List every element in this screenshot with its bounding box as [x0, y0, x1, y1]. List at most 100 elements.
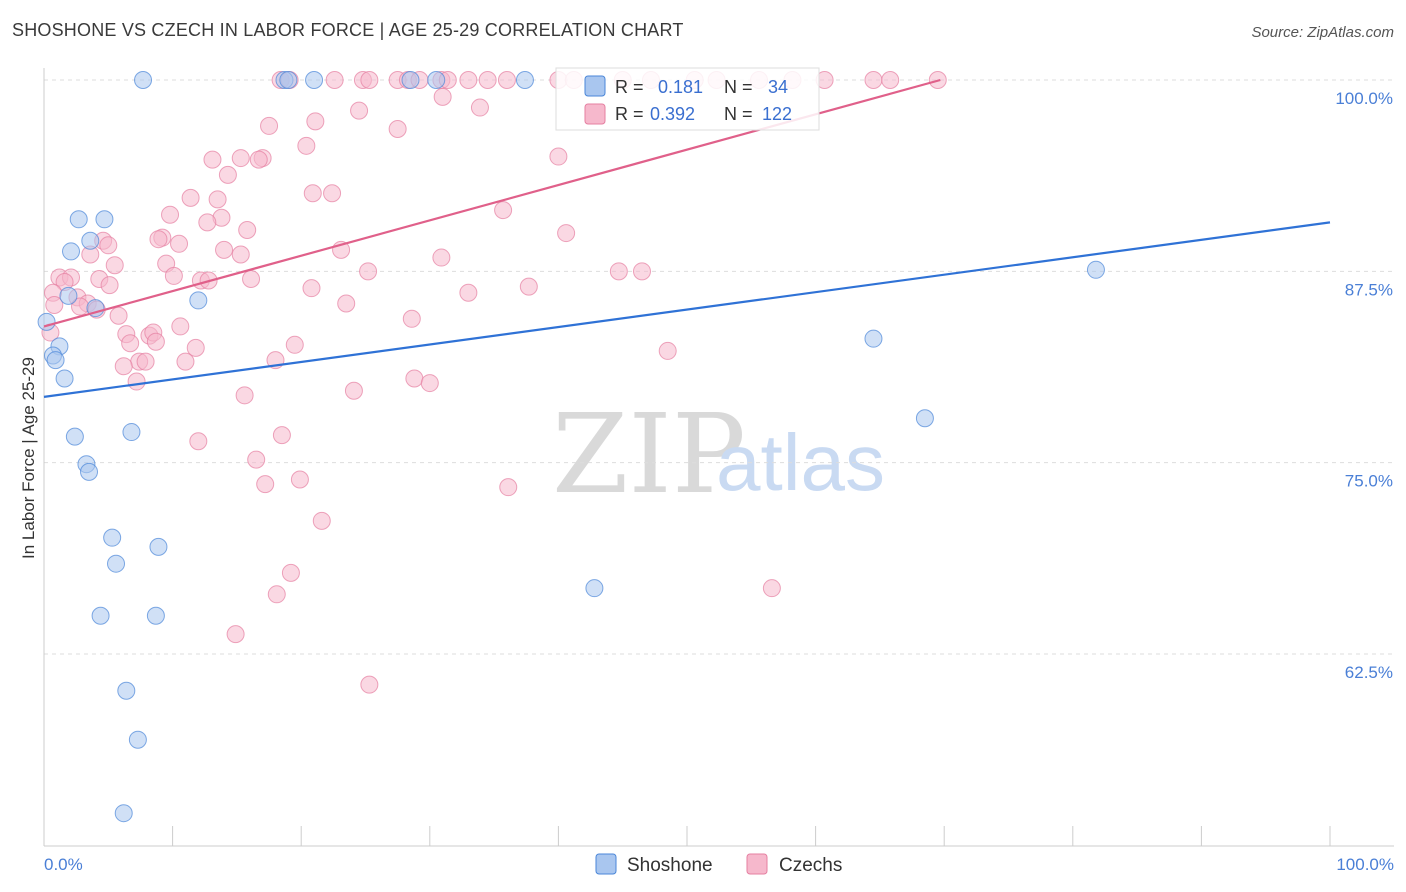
- bottom-legend-label-czech: Czechs: [779, 855, 842, 876]
- shoshone-point: [117, 681, 136, 700]
- czech-point: [499, 478, 518, 497]
- shoshone-point: [65, 427, 84, 446]
- czech-point: [302, 279, 321, 298]
- czech-point: [99, 236, 118, 255]
- czech-point: [762, 579, 781, 598]
- czech-point: [297, 136, 316, 155]
- czech-point: [402, 309, 421, 328]
- czech-point: [127, 372, 146, 391]
- y-axis-label: In Labor Force | Age 25-29: [19, 357, 38, 559]
- watermark-atlas: atlas: [716, 418, 885, 507]
- shoshone-point: [585, 579, 604, 598]
- shoshone-point: [149, 537, 168, 556]
- czech-point: [242, 269, 261, 288]
- czech-point: [231, 245, 250, 264]
- czech-point: [557, 224, 576, 243]
- gridlines: [44, 79, 1394, 655]
- czech-point: [249, 150, 268, 169]
- czech-point: [235, 386, 254, 405]
- czech-point: [189, 432, 208, 451]
- czech-point: [215, 240, 234, 259]
- legend-n-value-czech: 122: [762, 104, 792, 124]
- legend-n-value-shoshone: 34: [768, 77, 788, 97]
- czech-point: [136, 352, 155, 371]
- shoshone-point: [146, 606, 165, 625]
- legend-swatch-czech: [584, 103, 606, 125]
- czech-point: [100, 276, 119, 295]
- shoshone-point: [864, 329, 883, 348]
- czech-point: [121, 334, 140, 353]
- shoshone-series: [37, 71, 1105, 823]
- shoshone-point: [1086, 260, 1105, 279]
- shoshone-point: [279, 71, 298, 89]
- czech-point: [360, 675, 379, 694]
- shoshone-point: [134, 71, 153, 89]
- legend-n-label-shoshone: N =: [724, 77, 753, 97]
- czech-point: [198, 213, 217, 232]
- czech-point: [306, 112, 325, 131]
- czech-point: [658, 341, 677, 360]
- shoshone-trend-line: [43, 221, 1331, 398]
- czech-point: [494, 201, 513, 220]
- shoshone-point: [69, 210, 88, 229]
- shoshone-point: [86, 299, 105, 318]
- shoshone-point: [81, 231, 100, 250]
- czech-point: [519, 277, 538, 296]
- czech-point: [312, 511, 331, 530]
- shoshone-point: [59, 286, 78, 305]
- czech-point: [218, 165, 237, 184]
- shoshone-point: [62, 242, 81, 261]
- czech-point: [881, 71, 900, 89]
- czech-point: [290, 470, 309, 489]
- czech-point: [609, 262, 628, 281]
- czech-point: [260, 116, 279, 135]
- x-tick-label-max: 100.0%: [1336, 855, 1394, 874]
- stats-legend: R = 0.181 N = 34 R = 0.392 N = 122: [555, 67, 820, 131]
- czech-point: [181, 188, 200, 207]
- legend-r-label-shoshone: R =: [615, 77, 644, 97]
- czech-point: [285, 335, 304, 354]
- czech-point: [459, 283, 478, 302]
- czech-point: [247, 450, 266, 469]
- czech-point: [176, 352, 195, 371]
- y-tick-label: 87.5%: [1345, 280, 1393, 299]
- y-tick-label: 62.5%: [1345, 663, 1393, 682]
- shoshone-point: [95, 210, 114, 229]
- czech-point: [267, 585, 286, 604]
- czech-point: [325, 71, 344, 89]
- czech-point: [344, 381, 363, 400]
- czech-point: [114, 357, 133, 376]
- bottom-legend-label-shoshone: Shoshone: [627, 855, 713, 876]
- watermark-zip: ZIP: [552, 390, 746, 518]
- shoshone-point: [122, 423, 141, 442]
- czech-point: [161, 205, 180, 224]
- legend-n-label-czech: N =: [724, 104, 753, 124]
- czech-point: [105, 256, 124, 275]
- czech-point: [470, 98, 489, 117]
- czech-point: [238, 221, 257, 240]
- czech-point: [360, 71, 379, 89]
- shoshone-point: [107, 554, 126, 573]
- shoshone-point: [427, 71, 446, 89]
- czech-point: [170, 234, 189, 253]
- czech-point: [146, 332, 165, 351]
- shoshone-point: [80, 462, 99, 481]
- czech-point: [109, 306, 128, 325]
- legend-r-value-shoshone: 0.181: [658, 77, 703, 97]
- shoshone-point: [46, 351, 65, 370]
- czech-point: [272, 426, 291, 445]
- czech-point: [864, 71, 883, 89]
- czech-series: [41, 71, 947, 694]
- chart-source: Source: ZipAtlas.com: [1251, 24, 1394, 41]
- czech-point: [256, 475, 275, 494]
- czech-point: [478, 71, 497, 89]
- czech-point: [171, 317, 190, 336]
- shoshone-point: [114, 804, 133, 823]
- czech-point: [433, 87, 452, 106]
- czech-point: [303, 184, 322, 203]
- czech-point: [164, 266, 183, 285]
- shoshone-point: [103, 528, 122, 547]
- czech-point: [203, 150, 222, 169]
- czech-point: [337, 294, 356, 313]
